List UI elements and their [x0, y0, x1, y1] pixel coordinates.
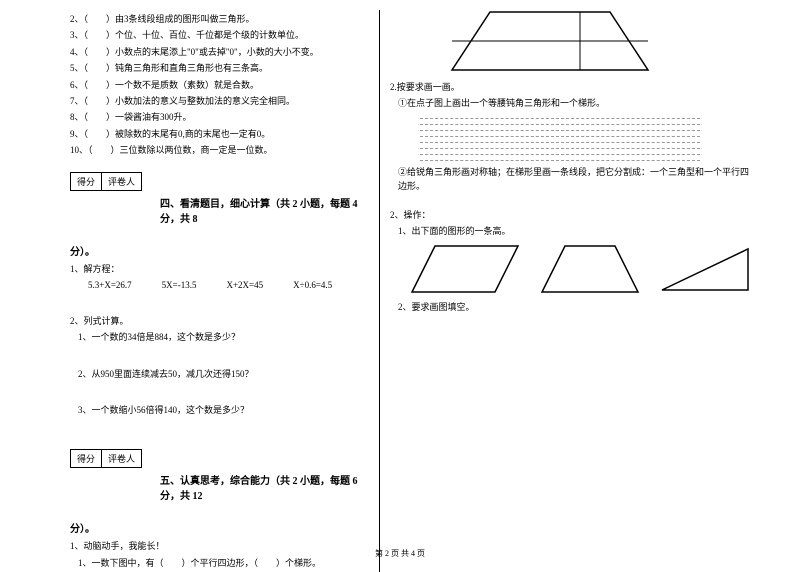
equation: X+2X=45	[226, 280, 263, 290]
section4-title: 四、看清题目，细心计算（共 2 小题，每题 4 分，共 8	[70, 195, 369, 225]
score-table: 得分 评卷人	[70, 449, 142, 468]
sub-item: 2、要求画图填空。	[390, 300, 750, 314]
shapes-row	[410, 244, 750, 294]
trapezoid-icon	[540, 244, 640, 294]
left-column: 2、（ ）由3条线段组成的图形叫做三角形。 3、（ ）个位、十位、百位、千位都是…	[60, 10, 380, 572]
question-label: 2.按要求画一画。	[390, 80, 750, 94]
judgment-item: 9、（ ）被除数的末尾有0,商的末尾也一定有0。	[70, 127, 369, 141]
equations-row: 5.3+X=26.7 5X=-13.5 X+2X=45 X÷0.6=4.5	[88, 280, 369, 290]
list-item: 3、一个数缩小56倍得140，这个数是多少？	[70, 403, 369, 417]
judgment-item: 5、（ ）钝角三角形和直角三角形也有三条高。	[70, 61, 369, 75]
equation: 5.3+X=26.7	[88, 280, 132, 290]
score-label: 得分	[71, 173, 102, 190]
grader-label: 评卷人	[102, 173, 141, 190]
section5-title: 五、认真思考，综合能力（共 2 小题，每题 6 分，共 12	[70, 472, 369, 502]
judgment-item: 3、（ ）个位、十位、百位、千位都是个级的计数单位。	[70, 28, 369, 42]
question-label: 2、列式计算。	[70, 314, 369, 328]
judgment-item: 7、（ ）小数加法的意义与整数加法的意义完全相同。	[70, 94, 369, 108]
list-item: 1、一个数的34倍是884，这个数是多少？	[70, 330, 369, 344]
sub-item: ①在点子图上画出一个等腰钝角三角形和一个梯形。	[390, 96, 750, 110]
question-label: 2、操作：	[390, 208, 750, 222]
dot-grid-area	[420, 113, 750, 161]
judgment-item: 10、（ ）三位数除以两位数，商一定是一位数。	[70, 143, 369, 157]
score-label: 得分	[71, 450, 102, 467]
list-item: 2、从950里面连续减去50，减几次还得150？	[70, 367, 369, 381]
equation: X÷0.6=4.5	[293, 280, 332, 290]
section4-title-cont: 分）。	[70, 243, 369, 258]
judgment-item: 8、（ ）一袋酱油有300升。	[70, 110, 369, 124]
score-table: 得分 评卷人	[70, 172, 142, 191]
judgment-item: 2、（ ）由3条线段组成的图形叫做三角形。	[70, 12, 369, 26]
triangle-icon	[660, 247, 750, 292]
trapezoid-svg	[450, 10, 650, 72]
parallelogram-icon	[410, 244, 520, 294]
sub-item: ②给锐角三角形画对称轴；在梯形里画一条线段，把它分割成：一个三角型和一个平行四边…	[390, 165, 750, 194]
judgment-item: 6、（ ）一个数不是质数（素数）就是合数。	[70, 78, 369, 92]
judgment-item: 4、（ ）小数点的末尾添上"0"或去掉"0"，小数的大小不变。	[70, 45, 369, 59]
section5-title-cont: 分）。	[70, 520, 369, 535]
trapezoid-figure	[450, 10, 750, 72]
grader-label: 评卷人	[102, 450, 141, 467]
right-column: 2.按要求画一画。 ①在点子图上画出一个等腰钝角三角形和一个梯形。 ②给锐角三角…	[380, 10, 760, 572]
question-label: 1、解方程：	[70, 262, 369, 276]
page-footer: 第 2 页 共 4 页	[0, 548, 800, 559]
equation: 5X=-13.5	[162, 280, 197, 290]
sub-item: 1、出下面的图形的一条高。	[390, 224, 750, 238]
